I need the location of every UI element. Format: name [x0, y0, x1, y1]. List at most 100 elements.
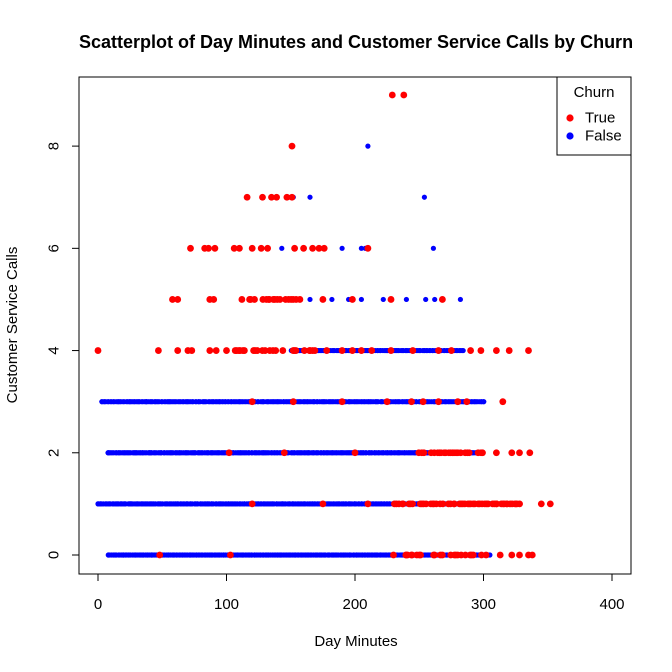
data-point [477, 347, 485, 354]
data-point [319, 500, 327, 508]
x-tick-label: 0 [94, 596, 102, 613]
data-point [417, 551, 424, 559]
data-point [134, 450, 140, 456]
data-point [273, 193, 280, 201]
data-point [482, 551, 490, 559]
data-point [259, 193, 266, 201]
data-point [268, 193, 275, 201]
data-point [276, 296, 284, 303]
y-tick-label: 0 [46, 551, 63, 559]
data-point [351, 449, 359, 457]
data-point [493, 449, 500, 457]
data-point [131, 399, 137, 405]
x-tick-label: 200 [342, 596, 367, 613]
data-point [513, 500, 521, 508]
data-point [300, 244, 307, 252]
data-point [174, 296, 182, 303]
legend-label-false: False [585, 128, 622, 145]
data-point [253, 347, 261, 354]
data-point [439, 296, 446, 303]
data-point [169, 296, 176, 303]
data-point [508, 551, 516, 559]
data-point [291, 244, 298, 252]
data-point [311, 347, 319, 354]
data-point [188, 347, 196, 354]
data-point [144, 399, 150, 405]
data-point [264, 244, 271, 252]
plot-frame [78, 76, 632, 575]
data-point [230, 244, 238, 252]
data-point [420, 449, 428, 457]
data-point [94, 347, 102, 354]
data-point [435, 398, 442, 406]
data-point [516, 551, 523, 559]
data-point [431, 551, 438, 559]
y-tick-label: 8 [46, 142, 63, 150]
data-point [390, 551, 397, 559]
data-point [421, 194, 427, 200]
data-point [364, 244, 372, 252]
data-point [225, 449, 233, 457]
data-point [349, 347, 356, 354]
data-point [408, 398, 415, 406]
data-point [454, 398, 462, 406]
data-point [419, 398, 427, 406]
y-tick-label: 4 [46, 346, 63, 354]
data-point [463, 398, 471, 406]
data-point [364, 500, 372, 508]
data-point [435, 347, 442, 354]
data-point [338, 347, 346, 354]
data-point [408, 551, 416, 559]
data-point [212, 347, 220, 354]
data-point [272, 347, 280, 354]
data-point [383, 398, 391, 406]
data-point [211, 244, 219, 252]
data-point [409, 500, 416, 508]
data-point [248, 398, 256, 406]
data-point [279, 245, 285, 251]
data-point [439, 551, 446, 559]
data-point [307, 296, 313, 303]
data-point [493, 347, 500, 354]
data-point [450, 500, 458, 508]
data-point [409, 347, 417, 354]
data-point [423, 296, 429, 303]
data-point [301, 347, 308, 354]
data-point [238, 296, 246, 303]
data-point [508, 449, 516, 457]
data-point [118, 501, 124, 507]
data-point [296, 296, 304, 303]
legend-marker-true [566, 114, 574, 122]
data-point [105, 552, 111, 558]
x-axis-label: Day Minutes [314, 633, 397, 650]
data-point [339, 245, 345, 251]
data-point [292, 347, 300, 354]
data-point [210, 296, 218, 303]
y-axis-label: Customer Service Calls [4, 247, 21, 404]
data-point [528, 551, 536, 559]
data-point [516, 449, 523, 457]
data-point [323, 347, 331, 354]
data-point [187, 244, 194, 252]
legend-marker-false [566, 132, 574, 140]
data-point [320, 244, 328, 252]
data-point [174, 347, 182, 354]
data-point [156, 551, 164, 559]
data-point [329, 296, 335, 303]
data-point [400, 91, 408, 99]
data-point [236, 244, 243, 252]
data-point [121, 552, 127, 558]
data-point [358, 296, 364, 303]
data-point [432, 296, 438, 303]
data-point [380, 296, 386, 303]
data-point [155, 347, 162, 354]
data-point [358, 245, 364, 251]
data-point [462, 551, 469, 559]
data-point [499, 398, 507, 406]
data-point [503, 500, 510, 508]
data-point [227, 551, 234, 559]
x-tick-label: 100 [214, 596, 239, 613]
data-point [315, 244, 323, 252]
